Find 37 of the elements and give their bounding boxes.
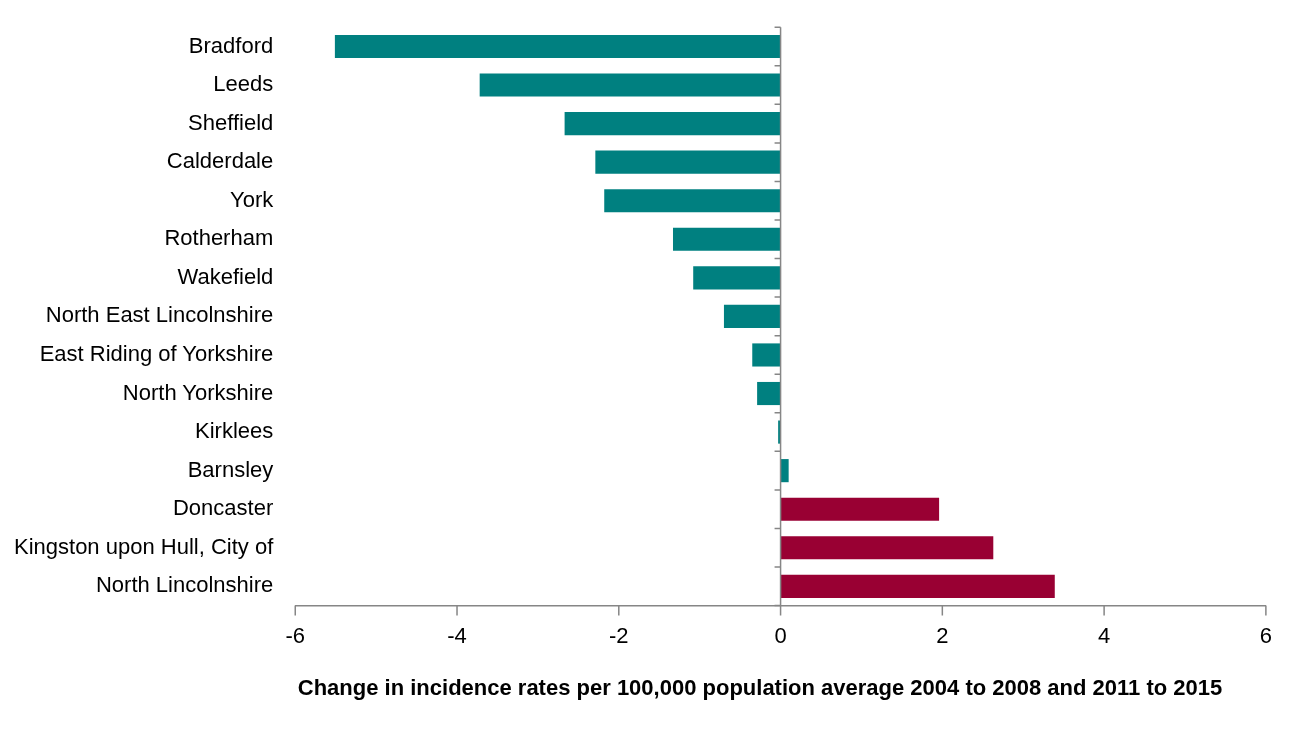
bar (780, 574, 1055, 598)
y-tick-label: North East Lincolnshire (45, 302, 274, 328)
x-tick-label: 4 (1097, 622, 1111, 648)
bar (752, 343, 781, 367)
x-tick-label: -2 (609, 622, 629, 648)
bar (672, 227, 781, 251)
bar (780, 497, 940, 521)
y-tick-label: North Lincolnshire (95, 572, 274, 598)
x-tick-label: 2 (936, 622, 949, 648)
bar (780, 536, 994, 560)
x-tick-label: 6 (1259, 622, 1273, 648)
x-tick-label: -4 (447, 622, 467, 648)
y-tick-label: East Riding of Yorkshire (39, 341, 274, 367)
y-tick-label: North Yorkshire (122, 379, 274, 405)
bar (479, 73, 781, 97)
y-tick-label: Rotherham (164, 225, 274, 251)
x-axis-title: Change in incidence rates per 100,000 population average 2004 to 2008 and 2011 to 2015 (296, 674, 1224, 701)
bar (604, 189, 781, 213)
bar (595, 150, 781, 174)
bar (564, 112, 781, 136)
bar (780, 459, 789, 483)
y-tick-label: Kirklees (195, 418, 274, 444)
bar (757, 381, 781, 406)
y-tick-label: Sheffield (188, 109, 274, 135)
y-tick-label: Barnsley (187, 456, 274, 482)
bar (693, 266, 781, 290)
bar (334, 34, 781, 59)
y-tick-label: Leeds (213, 71, 274, 97)
y-tick-label: Doncaster (172, 495, 274, 521)
x-tick-label: 0 (774, 622, 787, 648)
bar (723, 304, 781, 328)
y-tick-label: Kingston upon Hull, City of (13, 533, 275, 559)
y-tick-label: Wakefield (177, 263, 274, 289)
x-tick-label: -6 (285, 622, 306, 648)
y-tick-label: Bradford (188, 32, 274, 58)
y-tick-label: York (230, 186, 275, 212)
y-tick-label: Calderdale (166, 148, 274, 174)
